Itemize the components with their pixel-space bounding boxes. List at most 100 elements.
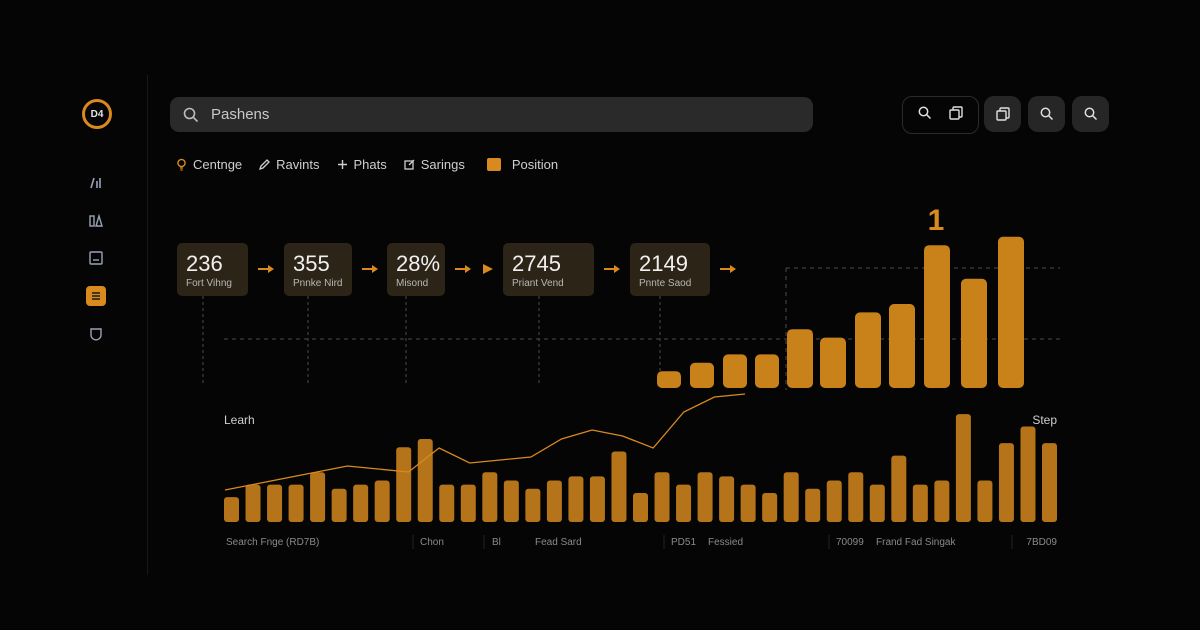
tab-ravints[interactable]: Ravints [258,157,320,172]
lower-bar [1020,426,1036,522]
sidebar-item-library[interactable] [86,211,106,231]
document-icon [89,251,103,265]
footer-label: Bl [492,537,501,548]
tab-centnge[interactable]: Centnge [175,157,242,172]
stat-card-bg [284,243,352,296]
search-button[interactable] [917,105,933,126]
stat-label: Pnnke Nird [293,278,342,289]
lower-bar [267,484,283,522]
lower-bar [762,492,778,522]
lower-bar [353,484,369,522]
footer-label: 7BD09 [1026,537,1057,548]
tab-label: Ravints [276,157,320,172]
lower-bar [374,480,390,522]
right-axis-label: Step [1032,413,1057,427]
stat-card-bg [177,243,248,296]
lower-bar [568,476,584,522]
trend-line [224,393,746,491]
stat-card[interactable]: 355 Pnnke Nird [284,243,352,296]
lower-bar [589,476,605,522]
tab-position[interactable]: Position [486,157,559,172]
sidebar-item-list[interactable] [86,286,106,306]
lower-bar [654,472,670,522]
copy-icon [948,105,963,120]
copy-icon [995,107,1010,121]
tab-label: Sarings [420,157,465,172]
zoom-button[interactable] [1028,96,1065,132]
stat-card-bg [387,243,445,296]
lower-bar [546,480,562,522]
stat-card-bg [503,243,594,296]
stat-card[interactable]: 28% Misond [387,243,445,296]
lower-bar [891,455,907,522]
sidebar-item-document[interactable] [86,248,106,268]
lower-bar [955,414,971,522]
search-icon [1040,107,1053,121]
stat-card[interactable]: 236 Fort Vihng [177,243,248,296]
plus-icon [337,160,347,169]
stat-label: Misond [396,278,428,289]
lower-bar [697,472,713,522]
stat-value: 28% [396,251,440,276]
stat-value: 2745 [512,251,561,276]
duplicate-button[interactable] [984,96,1021,132]
lower-bar [848,472,864,522]
footer-label: Fead Sard [535,537,582,548]
folder-icon [486,158,501,171]
upper-bar [657,371,681,388]
tab-label: Position [511,157,559,172]
stat-value: 236 [186,251,223,276]
stat-card[interactable]: 2149 Pnnte Saod [630,243,710,296]
footer-label: Search Fnge (RD7B) [226,537,319,548]
find-button[interactable] [1072,96,1109,132]
lower-bar [977,480,993,522]
sidebar-item-text[interactable] [86,173,106,193]
app-logo[interactable]: D4 [82,99,112,129]
lower-bar [288,484,304,522]
stat-card[interactable]: 2745 Priant Vend [503,243,594,296]
search-icon [183,107,199,122]
lower-bar [912,484,928,522]
copy-button[interactable] [948,105,964,126]
footer-label: 70099 [836,537,864,548]
toolbar-group [902,96,979,134]
stat-value: 355 [293,251,330,276]
bulb-icon [177,158,186,171]
footer-label: Fessied [708,537,743,548]
tab-label: Centnge [193,157,243,172]
lower-bar [1042,443,1057,522]
annotation-label: 1 [928,204,945,237]
arrow-head [372,265,378,273]
upper-bar [755,354,779,388]
lower-bar [805,488,821,522]
list-icon [92,292,100,300]
lower-bar [310,472,326,522]
search-input[interactable] [209,105,773,124]
lower-bar [331,488,347,522]
pen-icon [259,159,271,171]
stat-label: Priant Vend [512,278,564,289]
lower-bar [245,484,261,522]
lower-bar [417,439,433,522]
arrow-icon [483,264,493,274]
upper-bar [961,278,987,388]
stat-card-bg [630,243,710,296]
upper-bar [924,245,950,388]
lower-bar [482,472,498,522]
arrow-head [268,265,274,273]
arrow-head [465,265,471,273]
lower-bar [611,451,627,522]
tab-sarings[interactable]: Sarings [403,157,465,172]
footer-label: Frand Fad Singak [876,537,956,548]
upper-bar [855,312,881,388]
lower-bar [719,476,735,522]
tab-phats[interactable]: Phats [336,157,387,172]
search-bar[interactable] [170,97,813,132]
tab-label: Phats [353,157,387,172]
lower-bar [869,484,885,522]
arrow-head [614,265,620,273]
sidebar-item-shield[interactable] [86,324,106,344]
edit-icon [404,159,415,170]
lower-bar [525,488,541,522]
lower-bar [998,443,1014,522]
